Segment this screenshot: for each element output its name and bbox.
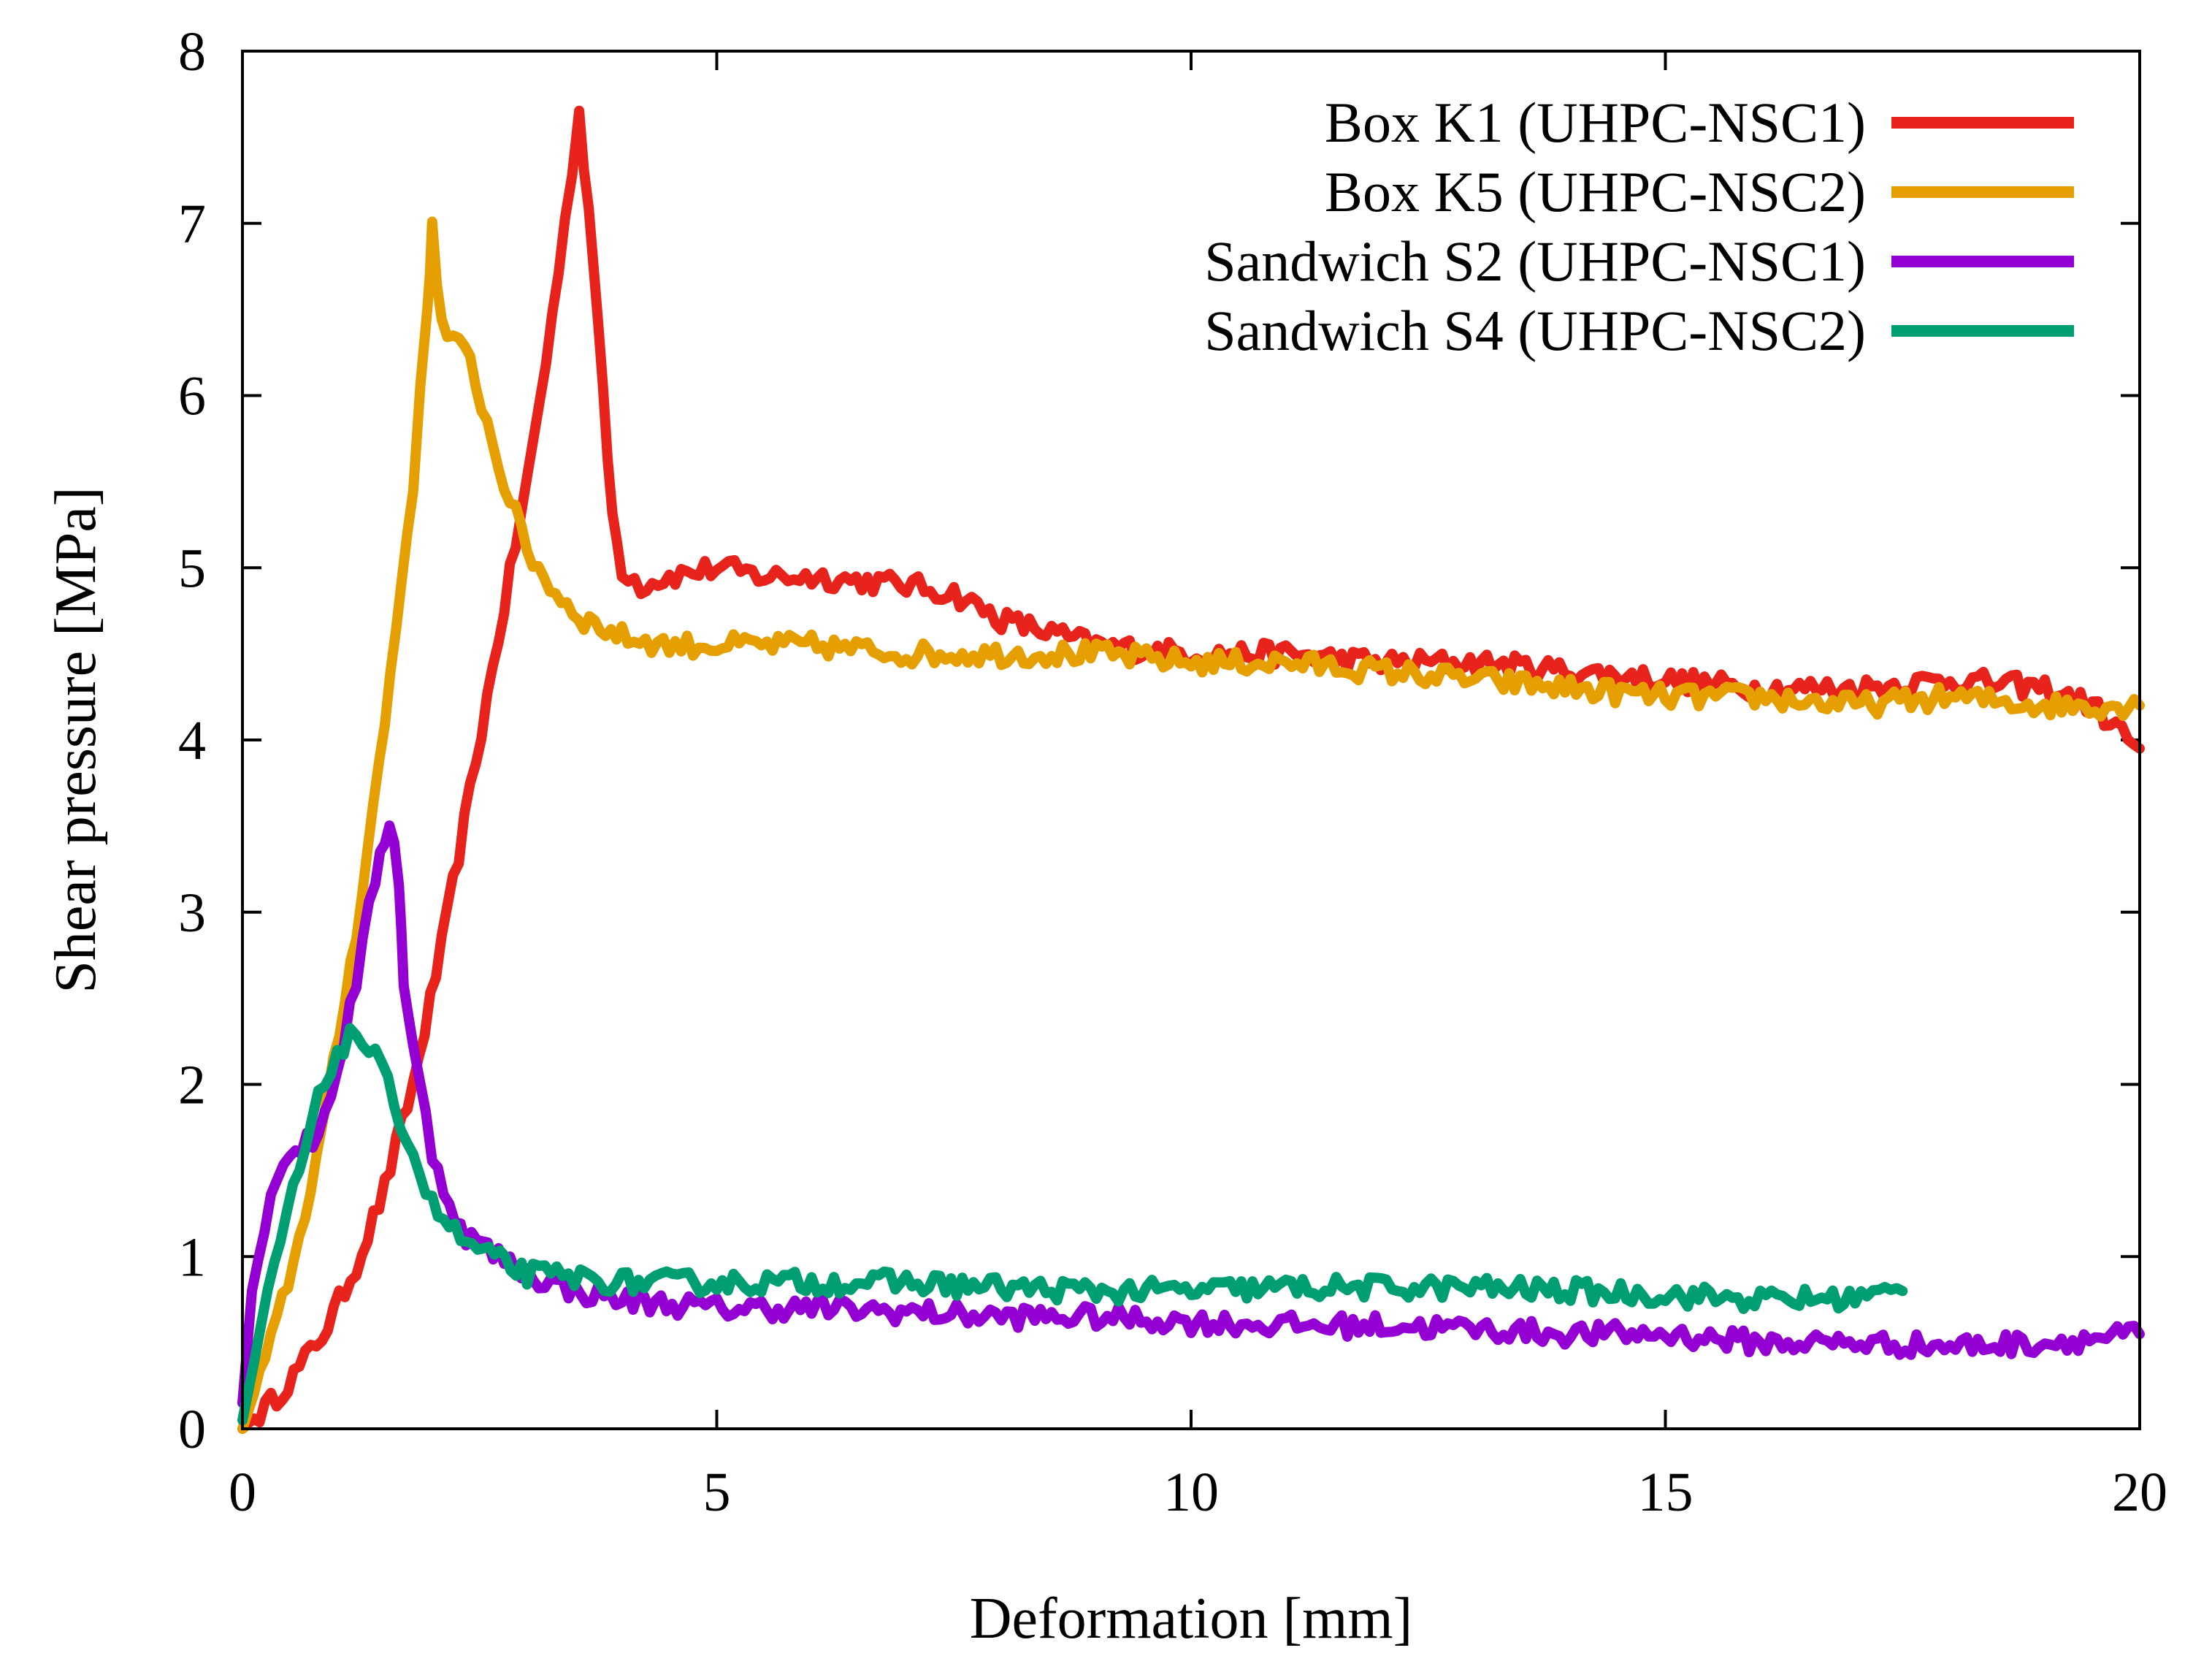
series-line-3	[237, 820, 2145, 1408]
legend: Box K1 (UHPC-NSC1)Box K5 (UHPC-NSC2)Sand…	[1204, 91, 2074, 362]
legend-label: Sandwich S4 (UHPC-NSC2)	[1204, 299, 1866, 362]
y-tick-label: 5	[178, 538, 206, 599]
series-line-2	[237, 216, 2145, 1434]
y-tick-label: 0	[178, 1399, 206, 1460]
y-tick-label: 2	[178, 1055, 206, 1116]
tick-labels: 0 5 10 15 20 0 1 2 3 4 5 6 7 8	[178, 21, 2167, 1523]
y-tick-label: 8	[178, 21, 206, 83]
y-tick-label: 1	[178, 1226, 206, 1288]
x-tick-label: 10	[1163, 1462, 1219, 1523]
x-axis-title: Deformation [mm]	[970, 1587, 1412, 1651]
plot-frame	[241, 50, 2141, 1430]
x-tick-label: 20	[2112, 1462, 2167, 1523]
x-tick-label: 15	[1638, 1462, 1694, 1523]
data-series	[237, 105, 2145, 1434]
series-line-4	[237, 1023, 1908, 1426]
y-tick-label: 6	[178, 366, 206, 427]
y-tick-label: 3	[178, 882, 206, 944]
x-tick-label: 5	[703, 1462, 731, 1523]
legend-label: Sandwich S2 (UHPC-NSC1)	[1204, 229, 1866, 293]
y-tick-label: 4	[178, 710, 206, 771]
y-axis-title: Shear pressure [MPa]	[44, 486, 108, 993]
y-tick-label: 7	[178, 194, 206, 255]
x-tick-label: 0	[229, 1462, 256, 1523]
legend-label: Box K1 (UHPC-NSC1)	[1325, 91, 1866, 154]
legend-label: Box K5 (UHPC-NSC2)	[1325, 160, 1866, 224]
